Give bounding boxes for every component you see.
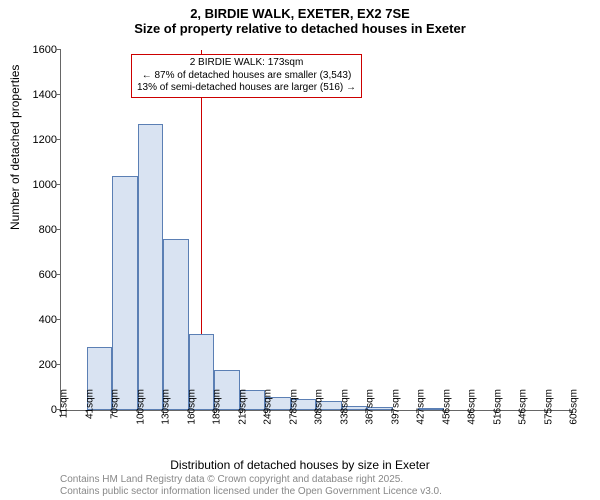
x-tick-label: 575sqm bbox=[543, 389, 554, 439]
x-tick-label: 249sqm bbox=[263, 389, 274, 439]
y-tick-mark bbox=[56, 139, 61, 140]
x-tick-label: 160sqm bbox=[186, 389, 197, 439]
x-axis-label: Distribution of detached houses by size … bbox=[0, 458, 600, 472]
y-tick-label: 200 bbox=[39, 359, 61, 371]
title-address: 2, BIRDIE WALK, EXETER, EX2 7SE bbox=[0, 6, 600, 21]
x-tick-label: 11sqm bbox=[59, 389, 70, 439]
x-tick-label: 100sqm bbox=[135, 389, 146, 439]
x-tick-label: 70sqm bbox=[110, 389, 121, 439]
annotation-line1: 2 BIRDIE WALK: 173sqm bbox=[137, 57, 356, 70]
y-axis-label: Number of detached properties bbox=[8, 65, 22, 230]
x-tick-label: 189sqm bbox=[212, 389, 223, 439]
x-tick-label: 367sqm bbox=[365, 389, 376, 439]
y-tick-mark bbox=[56, 229, 61, 230]
x-tick-label: 278sqm bbox=[288, 389, 299, 439]
y-tick-mark bbox=[56, 364, 61, 365]
x-tick-label: 605sqm bbox=[569, 389, 580, 439]
attribution: Contains HM Land Registry data © Crown c… bbox=[60, 474, 442, 498]
x-tick-label: 427sqm bbox=[416, 389, 427, 439]
title-subtitle: Size of property relative to detached ho… bbox=[0, 21, 600, 36]
annotation-line3: 13% of semi-detached houses are larger (… bbox=[137, 82, 356, 95]
x-tick-label: 130sqm bbox=[161, 389, 172, 439]
title-block: 2, BIRDIE WALK, EXETER, EX2 7SE Size of … bbox=[0, 6, 600, 36]
plot-area: 2 BIRDIE WALK: 173sqm ← 87% of detached … bbox=[60, 50, 571, 411]
x-tick-label: 308sqm bbox=[314, 389, 325, 439]
x-tick-label: 516sqm bbox=[492, 389, 503, 439]
attribution-line1: Contains HM Land Registry data © Crown c… bbox=[60, 474, 442, 486]
y-tick-label: 800 bbox=[39, 224, 61, 236]
annotation-line2: ← 87% of detached houses are smaller (3,… bbox=[137, 70, 356, 83]
x-tick-label: 338sqm bbox=[339, 389, 350, 439]
y-tick-label: 400 bbox=[39, 314, 61, 326]
x-tick-label: 41sqm bbox=[84, 389, 95, 439]
x-tick-label: 219sqm bbox=[237, 389, 248, 439]
x-tick-label: 397sqm bbox=[390, 389, 401, 439]
histogram-bar bbox=[163, 239, 189, 410]
histogram-bar bbox=[112, 176, 138, 410]
attribution-line2: Contains public sector information licen… bbox=[60, 486, 442, 498]
y-tick-mark bbox=[56, 319, 61, 320]
x-tick-label: 456sqm bbox=[441, 389, 452, 439]
y-tick-label: 1000 bbox=[33, 179, 61, 191]
y-tick-label: 1400 bbox=[33, 89, 61, 101]
y-tick-label: 1200 bbox=[33, 134, 61, 146]
y-tick-mark bbox=[56, 184, 61, 185]
y-tick-mark bbox=[56, 274, 61, 275]
annotation-box: 2 BIRDIE WALK: 173sqm ← 87% of detached … bbox=[131, 54, 362, 98]
chart-container: 2, BIRDIE WALK, EXETER, EX2 7SE Size of … bbox=[0, 0, 600, 500]
y-tick-mark bbox=[56, 94, 61, 95]
x-tick-label: 546sqm bbox=[518, 389, 529, 439]
x-tick-label: 486sqm bbox=[467, 389, 478, 439]
histogram-bar bbox=[138, 124, 164, 410]
y-tick-label: 1600 bbox=[33, 44, 61, 56]
y-tick-label: 600 bbox=[39, 269, 61, 281]
y-tick-mark bbox=[56, 49, 61, 50]
